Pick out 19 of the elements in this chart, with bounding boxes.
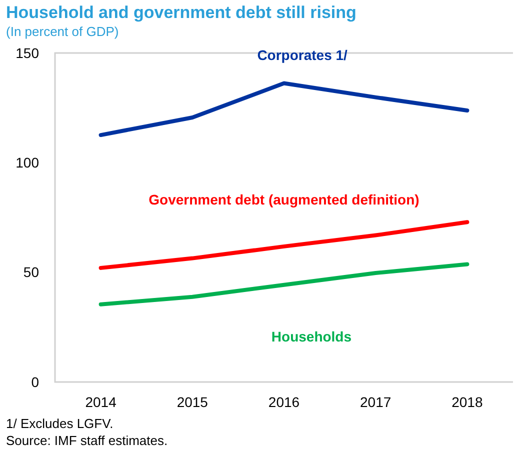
y-tick-label: 150 — [16, 44, 40, 61]
text: 1/ Excludes LGFV. — [6, 416, 114, 431]
y-tick-label: 0 — [31, 374, 40, 390]
text: Households — [271, 328, 352, 344]
line-series — [98, 262, 470, 306]
chart-title: Household and government debt still rising — [6, 3, 356, 22]
x-tick-label: 2017 — [360, 394, 392, 410]
x-tick-label: 2015 — [176, 394, 208, 410]
x-tick-label: 2016 — [268, 394, 300, 410]
y-tick-label: 100 — [16, 154, 40, 171]
x-tick-label: 2014 — [85, 394, 117, 410]
y-tick-label: 50 — [23, 264, 40, 280]
chart-subtitle: (In percent of GDP) — [6, 24, 119, 39]
series-label: Government debt (augmented definition) — [148, 191, 420, 208]
source-note: Source: IMF staff estimates. — [6, 433, 168, 448]
line-series — [98, 81, 470, 138]
x-tick-label: 2018 — [452, 394, 483, 410]
text: Corporates 1/ — [257, 47, 348, 64]
line-series — [98, 220, 470, 270]
